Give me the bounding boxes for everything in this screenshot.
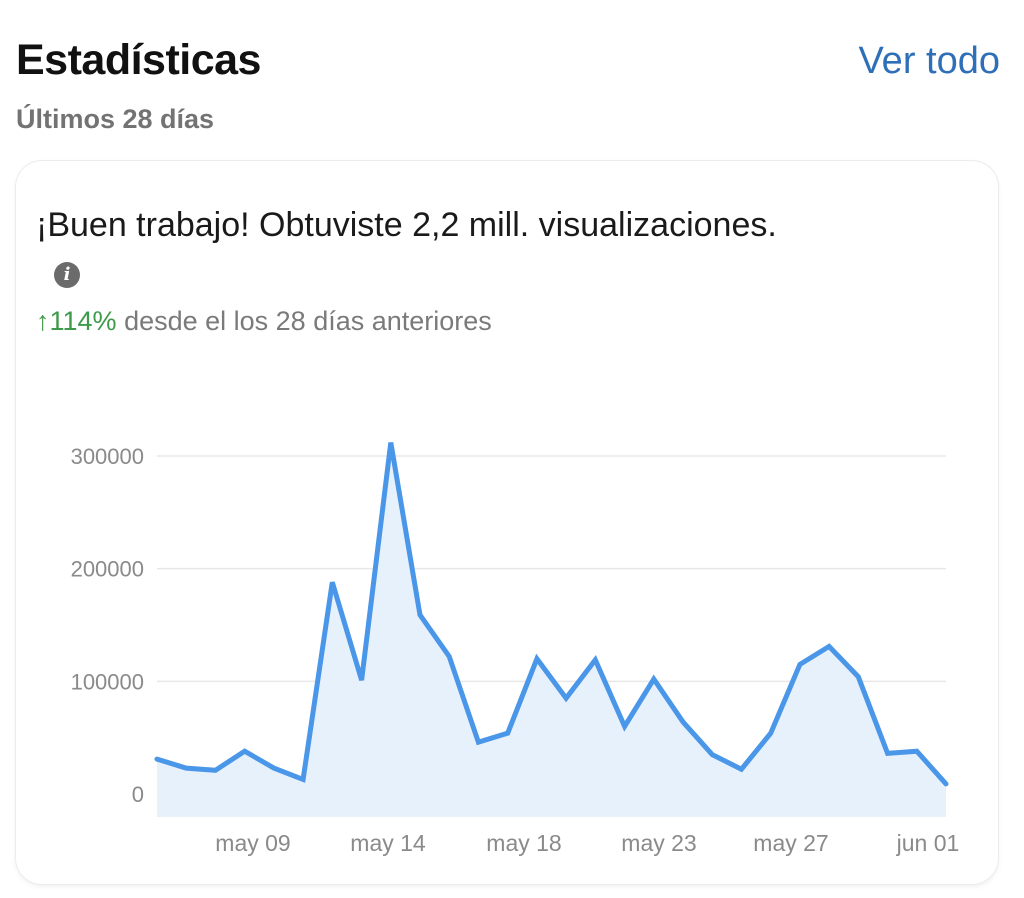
delta-summary: ↑114% desde el los 28 días anteriores	[36, 306, 492, 337]
delta-text: desde el los 28 días anteriores	[116, 306, 492, 336]
headline: ¡Buen trabajo! Obtuviste 2,2 mill. visua…	[36, 201, 796, 297]
delta-value: ↑114%	[36, 306, 117, 336]
y-tick-label: 100000	[71, 669, 144, 694]
y-tick-label: 200000	[71, 557, 144, 582]
see-all-link[interactable]: Ver todo	[858, 40, 1000, 82]
y-axis-labels: 0 100000 200000 300000	[71, 444, 144, 807]
x-axis-labels: may 09 may 14 may 18 may 23 may 27 jun 01	[215, 830, 959, 856]
x-tick-label: may 14	[350, 830, 426, 856]
page-title: Estadísticas	[16, 36, 261, 84]
info-icon[interactable]: i	[54, 262, 80, 288]
x-tick-label: may 18	[486, 830, 561, 856]
x-tick-label: may 23	[621, 830, 696, 856]
headline-text: ¡Buen trabajo! Obtuviste 2,2 mill. visua…	[36, 206, 777, 244]
stats-card: ¡Buen trabajo! Obtuviste 2,2 mill. visua…	[16, 161, 998, 884]
x-tick-label: jun 01	[896, 830, 960, 856]
y-tick-label: 0	[132, 782, 144, 807]
y-tick-label: 300000	[71, 444, 144, 469]
x-tick-label: may 09	[215, 830, 290, 856]
chart-line	[154, 442, 949, 787]
chart-area-fill	[157, 442, 946, 817]
x-tick-label: may 27	[753, 830, 828, 856]
date-range-label: Últimos 28 días	[16, 104, 215, 134]
